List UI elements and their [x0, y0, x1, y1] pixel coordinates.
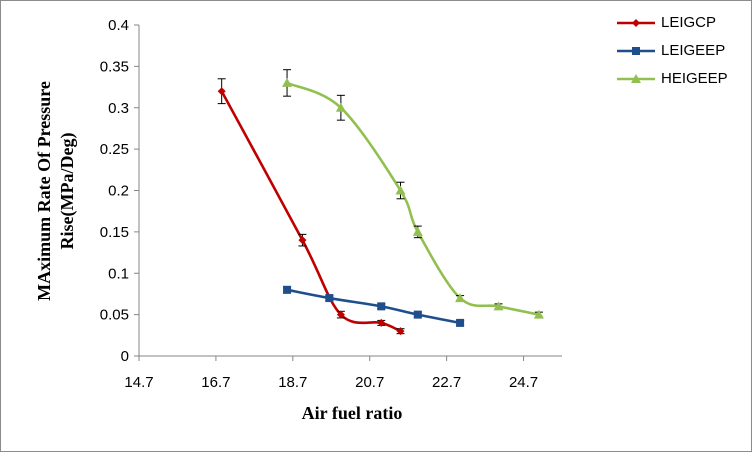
- x-tick-label-14-7: 14.7: [124, 374, 153, 391]
- legend-label-heigeep: HEIGEEP: [661, 70, 728, 87]
- legend-entry-heigeep: HEIGEEP: [615, 65, 745, 93]
- data-point-heigeep-5: [455, 293, 466, 303]
- y-tick-labels: 0 0.05 0.1 0.15 0.2 0.25 0.3 0.35 0.4: [100, 17, 129, 365]
- x-tick-label-20-7: 20.7: [355, 374, 384, 391]
- y-tick-label-0-4: 0.4: [108, 17, 129, 34]
- x-tick-label-24-7: 24.7: [509, 374, 538, 391]
- legend-marker-leigcp: [632, 19, 640, 27]
- y-tick-label-0: 0: [121, 348, 129, 365]
- data-point-leigeep-3: [377, 302, 386, 311]
- legend: LEIGCP LEIGEEP HEIGEEP: [615, 9, 745, 93]
- series-line-heigeep: [285, 81, 541, 316]
- x-tick-label-16-7: 16.7: [201, 374, 230, 391]
- data-point-leigcp-2: [298, 236, 307, 245]
- y-axis-title-line-2: Rise(MPa/Deg): [57, 133, 78, 250]
- y-tick-label-0-1: 0.1: [108, 265, 129, 282]
- legend-entry-leigcp: LEIGCP: [615, 9, 745, 37]
- legend-label-leigeep: LEIGEEP: [661, 42, 726, 59]
- x-axis-title: Air fuel ratio: [302, 403, 403, 423]
- data-point-leigcp-3: [336, 310, 345, 319]
- data-point-heigeep-1: [282, 77, 293, 87]
- legend-marker-heigeep: [631, 74, 641, 83]
- legend-swatch-leigeep: [617, 47, 655, 55]
- data-point-leigeep-5: [456, 318, 465, 327]
- legend-entry-leigeep: LEIGEEP: [615, 37, 745, 65]
- data-point-heigeep-6: [493, 301, 504, 311]
- data-point-leigcp-1: [217, 87, 226, 96]
- series-leigeep: [283, 285, 465, 327]
- y-tick-label-0-15: 0.15: [100, 224, 129, 241]
- legend-label-leigcp: LEIGCP: [661, 14, 717, 31]
- y-axis-title-line-1: MAximum Rate Of Pressure: [34, 81, 54, 301]
- legend-swatch-leigcp: [617, 19, 655, 27]
- x-tick-label-18-7: 18.7: [278, 374, 307, 391]
- x-tick-labels: 14.7 16.7 18.7 20.7 22.7 24.7: [124, 374, 538, 391]
- data-point-leigeep-1: [283, 285, 292, 294]
- legend-swatch-heigeep: [617, 74, 655, 83]
- data-point-leigeep-2: [325, 294, 334, 303]
- data-point-heigeep-7: [533, 309, 544, 319]
- y-tick-label-0-05: 0.05: [100, 307, 129, 324]
- data-point-heigeep-3: [395, 185, 406, 195]
- axes: [134, 24, 562, 361]
- series-leigcp: [217, 78, 405, 336]
- series-layer: [217, 69, 544, 336]
- y-tick-label-0-25: 0.25: [100, 141, 129, 158]
- data-point-leigcp-5: [396, 327, 405, 336]
- y-tick-label-0-2: 0.2: [108, 183, 129, 200]
- data-point-heigeep-2: [335, 102, 346, 112]
- y-tick-label-0-3: 0.3: [108, 100, 129, 117]
- data-point-heigeep-4: [412, 226, 423, 236]
- series-heigeep: [282, 69, 544, 319]
- series-line-leigeep: [285, 288, 462, 325]
- data-point-leigcp-4: [377, 318, 386, 327]
- data-point-leigeep-4: [413, 310, 422, 319]
- y-tick-label-0-35: 0.35: [100, 58, 129, 75]
- x-tick-label-22-7: 22.7: [432, 374, 461, 391]
- legend-marker-leigeep: [632, 47, 640, 55]
